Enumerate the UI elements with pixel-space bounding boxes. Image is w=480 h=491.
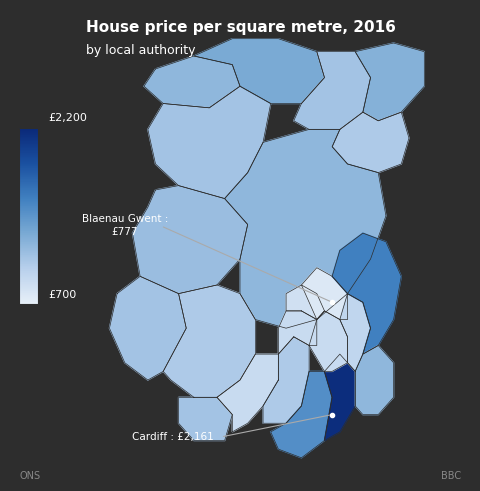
Polygon shape	[332, 233, 401, 354]
Text: House price per square metre, 2016: House price per square metre, 2016	[86, 20, 396, 35]
Polygon shape	[263, 337, 309, 423]
Polygon shape	[324, 354, 355, 440]
Polygon shape	[286, 285, 324, 320]
Polygon shape	[332, 112, 409, 173]
Text: Cardiff : £2,161: Cardiff : £2,161	[132, 432, 214, 442]
Text: BBC: BBC	[441, 471, 461, 481]
Polygon shape	[271, 371, 332, 458]
Polygon shape	[294, 52, 371, 130]
Text: £700: £700	[48, 290, 76, 300]
Polygon shape	[225, 130, 386, 328]
Polygon shape	[109, 276, 186, 380]
Polygon shape	[148, 86, 271, 198]
Text: by local authority: by local authority	[86, 44, 196, 57]
Polygon shape	[217, 354, 278, 432]
Text: Blaenau Gwent :
£777: Blaenau Gwent : £777	[82, 214, 168, 238]
Text: £2,200: £2,200	[48, 113, 87, 123]
Polygon shape	[340, 294, 371, 371]
Polygon shape	[278, 311, 317, 354]
Polygon shape	[179, 397, 232, 440]
Polygon shape	[144, 56, 240, 108]
Polygon shape	[301, 268, 348, 320]
Polygon shape	[309, 311, 348, 371]
Polygon shape	[355, 346, 394, 414]
Polygon shape	[355, 43, 424, 121]
Polygon shape	[194, 39, 324, 104]
Polygon shape	[163, 285, 255, 397]
Polygon shape	[132, 186, 248, 294]
Text: ONS: ONS	[19, 471, 40, 481]
